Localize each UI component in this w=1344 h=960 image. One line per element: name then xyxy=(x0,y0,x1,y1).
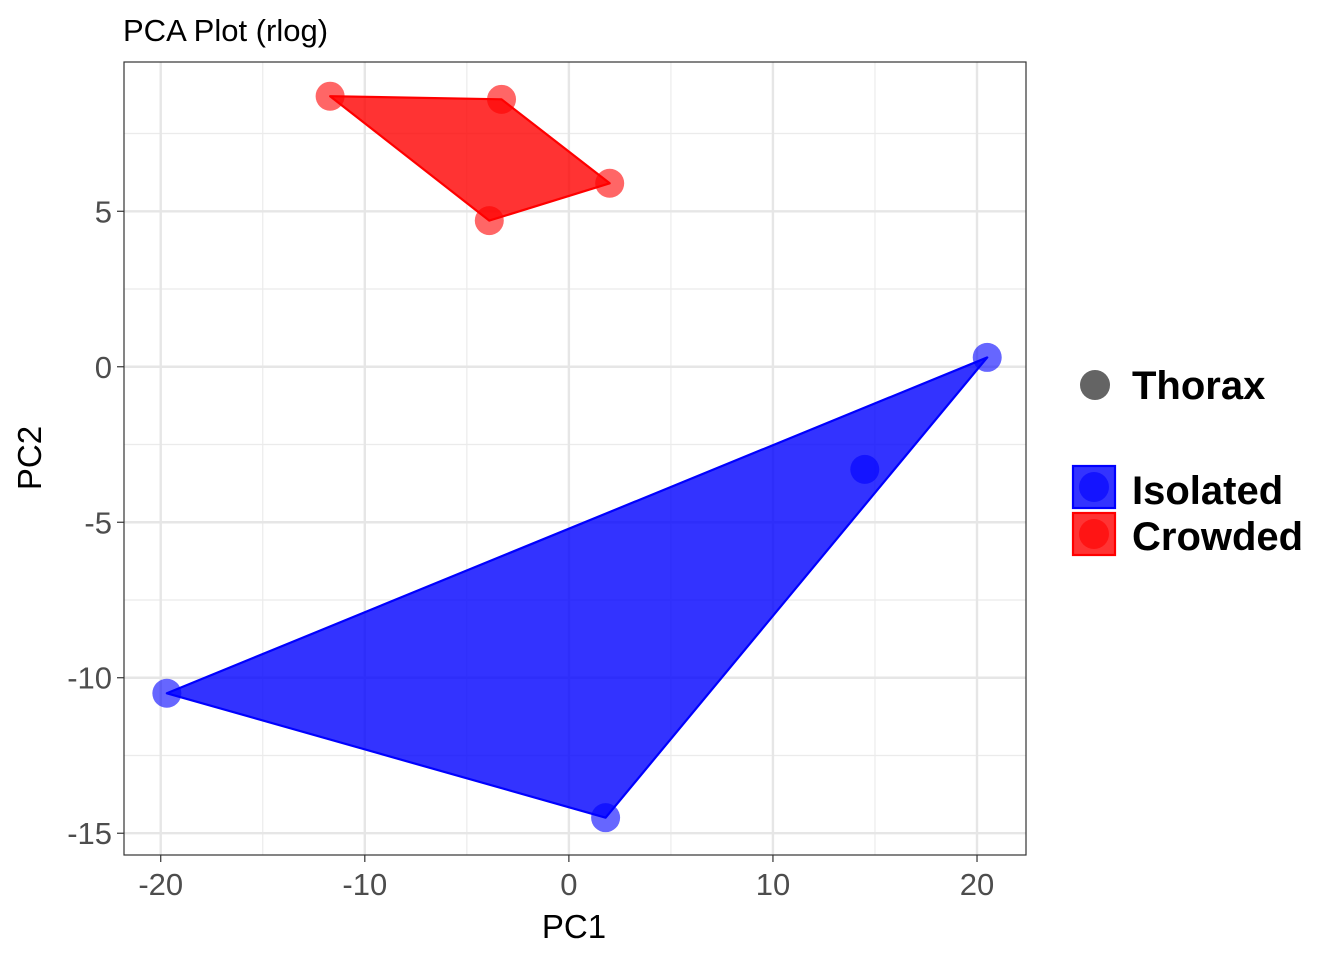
hull-isolated xyxy=(165,356,989,819)
point-crowded xyxy=(487,84,517,114)
point-crowded xyxy=(595,168,625,198)
x-tick-label: -20 xyxy=(138,867,183,902)
legend-key-crowded-point xyxy=(1079,519,1109,549)
legend-key-isolated-point xyxy=(1079,472,1109,502)
x-tick-label: 0 xyxy=(560,867,577,902)
point-isolated xyxy=(850,454,880,484)
plot-panel-border xyxy=(123,61,1027,856)
x-tick-label: -10 xyxy=(342,867,387,902)
x-tick-label: 20 xyxy=(960,867,994,902)
y-tick-label: -5 xyxy=(84,505,112,540)
legend: Thorax Isolated Crowded xyxy=(1071,364,1303,559)
y-tick-label: 5 xyxy=(95,194,112,229)
group-hulls xyxy=(165,95,989,819)
y-axis-ticks: -15 -10 -5 0 5 xyxy=(67,194,124,851)
legend-label-isolated: Isolated xyxy=(1132,469,1283,513)
x-axis-title: PC1 xyxy=(542,908,606,945)
x-tick-label: 10 xyxy=(756,867,790,902)
legend-label-crowded: Crowded xyxy=(1132,515,1303,559)
legend-shape-label: Thorax xyxy=(1132,364,1265,408)
point-isolated xyxy=(972,342,1002,372)
point-crowded xyxy=(315,81,345,111)
legend-shape-key xyxy=(1080,370,1110,400)
chart-title: PCA Plot (rlog) xyxy=(123,13,328,48)
y-axis-title: PC2 xyxy=(11,426,48,490)
y-tick-label: -15 xyxy=(67,816,112,851)
point-isolated xyxy=(152,678,182,708)
data-points xyxy=(152,81,1002,833)
point-isolated xyxy=(591,803,621,833)
point-crowded xyxy=(474,206,504,236)
x-axis-ticks: -20 -10 0 10 20 xyxy=(138,855,994,902)
y-tick-label: -10 xyxy=(67,661,112,696)
y-tick-label: 0 xyxy=(95,350,112,385)
